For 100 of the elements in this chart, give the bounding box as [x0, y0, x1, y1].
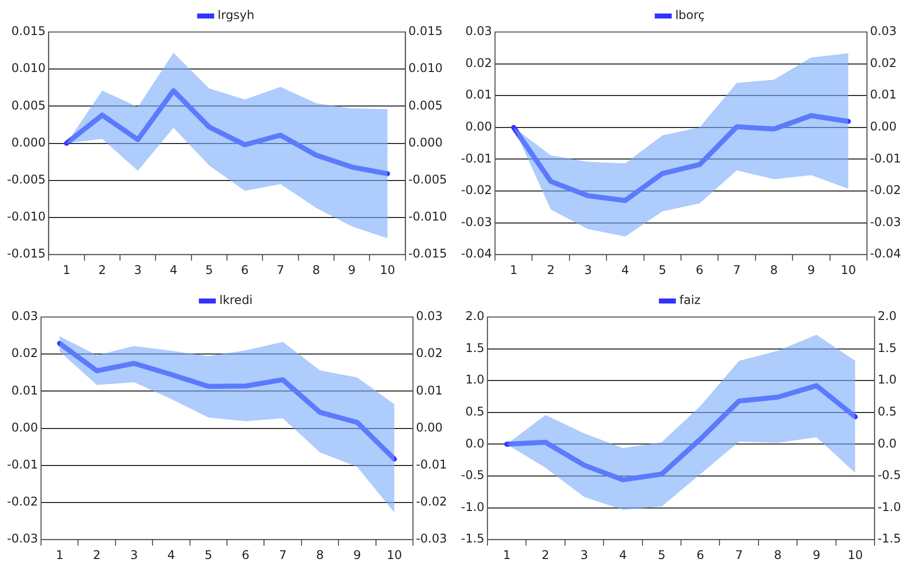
x-tick-label: 8 [774, 548, 782, 562]
y-tick-label: -0.02 [460, 183, 492, 198]
x-tick-label: 8 [312, 262, 320, 277]
y2-tick-label: 0.03 [870, 24, 897, 38]
y2-tick-label: 0.000 [408, 135, 443, 150]
x-tick-label: 6 [242, 548, 250, 562]
y2-tick-label: 0.02 [416, 346, 443, 360]
y2-tick-label: 2.0 [878, 309, 897, 324]
y2-tick-label: 0.01 [416, 383, 443, 398]
y2-tick-label: 0.010 [408, 61, 443, 76]
y-tick-label: -0.5 [460, 468, 484, 482]
y2-tick-label: 0.5 [878, 404, 897, 419]
y2-tick-label: 0.00 [416, 420, 443, 434]
y2-tick-label: -0.01 [870, 151, 902, 166]
y-tick-label: 0.03 [465, 24, 492, 38]
y2-tick-label: -0.005 [408, 172, 448, 187]
x-tick-label: 10 [840, 262, 856, 277]
y-tick-label: 2.0 [465, 309, 484, 324]
y-tick-label: 0.01 [465, 88, 492, 102]
y2-tick-label: -0.01 [416, 458, 448, 472]
x-tick-label: 6 [696, 262, 704, 277]
y-tick-label: -1.5 [460, 532, 484, 546]
y-tick-label: -0.010 [6, 210, 46, 224]
x-tick-label: 8 [770, 262, 778, 277]
y-tick-label: 0.010 [11, 61, 46, 76]
y-tick-label: 0.00 [11, 420, 38, 434]
y2-tick-label: -0.5 [878, 468, 902, 482]
x-tick-label: 1 [502, 548, 511, 562]
x-tick-label: 1 [56, 548, 64, 562]
y-tick-label: -0.015 [6, 246, 46, 261]
x-tick-label: 1 [510, 262, 518, 277]
x-tick-label: 5 [205, 262, 213, 277]
y-tick-label: 0.01 [11, 383, 38, 398]
x-tick-label: 4 [170, 262, 178, 277]
x-tick-label: 5 [658, 548, 666, 562]
y-tick-label: 0.02 [465, 56, 492, 70]
y-tick-label: 0.02 [11, 346, 38, 360]
x-tick-label: 2 [98, 262, 106, 277]
x-tick-label: 2 [542, 548, 550, 562]
y2-tick-label: 0.02 [870, 56, 897, 70]
x-tick-label: 5 [658, 262, 666, 277]
x-tick-label: 6 [241, 262, 249, 277]
y2-tick-label: 1.0 [878, 372, 897, 387]
y2-tick-label: 0.00 [870, 120, 897, 134]
y2-tick-label: 0.005 [408, 98, 443, 112]
y-tick-label: 0.0 [465, 436, 484, 450]
y-tick-label: 0.015 [11, 24, 46, 38]
x-tick-label: 3 [130, 548, 138, 562]
x-tick-label: 10 [386, 548, 402, 562]
y-tick-label: -0.03 [460, 214, 492, 229]
x-tick-label: 8 [316, 548, 324, 562]
x-tick-label: 4 [619, 548, 627, 562]
x-tick-label: 4 [167, 548, 176, 562]
y-tick-label: 0.00 [465, 120, 492, 134]
x-tick-label: 3 [580, 548, 588, 562]
y-tick-label: 0.03 [11, 309, 38, 324]
y-tick-label: 1.0 [465, 372, 484, 387]
y2-tick-label: -0.02 [416, 494, 448, 509]
y-tick-label: -0.01 [6, 458, 38, 472]
y2-tick-label: -1.0 [878, 500, 902, 514]
y-tick-label: -0.04 [460, 246, 492, 261]
x-tick-label: 9 [348, 262, 356, 277]
y2-tick-label: 0.03 [416, 309, 443, 324]
x-tick-label: 10 [380, 262, 396, 277]
x-tick-label: 10 [848, 548, 863, 562]
y-tick-label: 1.5 [465, 340, 484, 355]
y-tick-label: -0.03 [6, 532, 38, 546]
x-tick-label: 7 [735, 548, 743, 562]
y2-tick-label: 0.0 [878, 436, 897, 450]
x-tick-label: 9 [812, 548, 820, 562]
y-tick-label: 0.000 [11, 135, 46, 150]
y2-tick-label: -0.015 [408, 246, 448, 261]
y-tick-label: 0.005 [11, 98, 46, 112]
x-tick-label: 2 [93, 548, 101, 562]
y2-tick-label: 0.01 [870, 88, 897, 102]
x-tick-label: 7 [276, 262, 284, 277]
y2-tick-label: -0.04 [870, 246, 902, 261]
legend-label: faiz [679, 293, 701, 308]
y2-tick-label: -1.5 [878, 532, 902, 546]
y-tick-label: -0.02 [6, 494, 38, 509]
x-tick-label: 3 [584, 262, 592, 277]
x-tick-label: 3 [134, 262, 142, 277]
y-tick-label: -0.01 [460, 151, 492, 166]
y2-tick-label: -0.02 [870, 183, 902, 198]
y-tick-label: -0.005 [6, 172, 46, 187]
x-tick-label: 1 [62, 262, 70, 277]
x-tick-label: 9 [807, 262, 815, 277]
x-tick-label: 5 [204, 548, 212, 562]
y2-tick-label: 0.015 [408, 24, 443, 38]
x-tick-label: 2 [547, 262, 555, 277]
x-tick-label: 7 [278, 548, 287, 562]
x-tick-label: 9 [353, 548, 361, 562]
y-tick-label: -1.0 [460, 500, 484, 514]
x-tick-label: 6 [696, 548, 704, 562]
y2-tick-label: -0.03 [416, 532, 448, 546]
x-tick-label: 7 [732, 262, 741, 277]
y2-tick-label: -0.03 [870, 214, 902, 229]
x-tick-label: 4 [621, 262, 630, 277]
legend-label: lkredi [219, 293, 253, 308]
y2-tick-label: -0.010 [408, 210, 448, 224]
